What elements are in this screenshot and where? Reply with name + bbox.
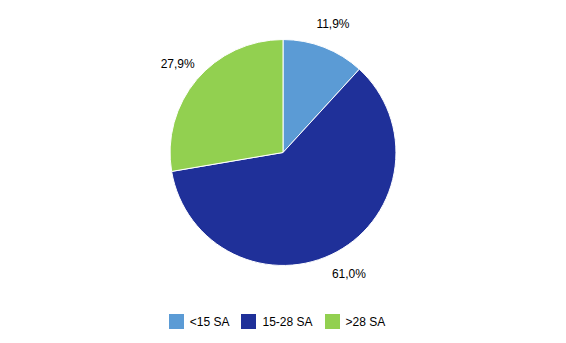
svg-text:27,9%: 27,9%: [161, 57, 195, 71]
html-text:15-28 SA: 15-28 SA: [262, 314, 313, 329]
html-text:>28 SA: >28 SA: [345, 314, 386, 329]
html-text:<15 SA: <15 SA: [189, 314, 230, 329]
svg-text:61,0%: 61,0%: [332, 267, 366, 281]
svg-text:11,9%: 11,9%: [316, 17, 349, 31]
